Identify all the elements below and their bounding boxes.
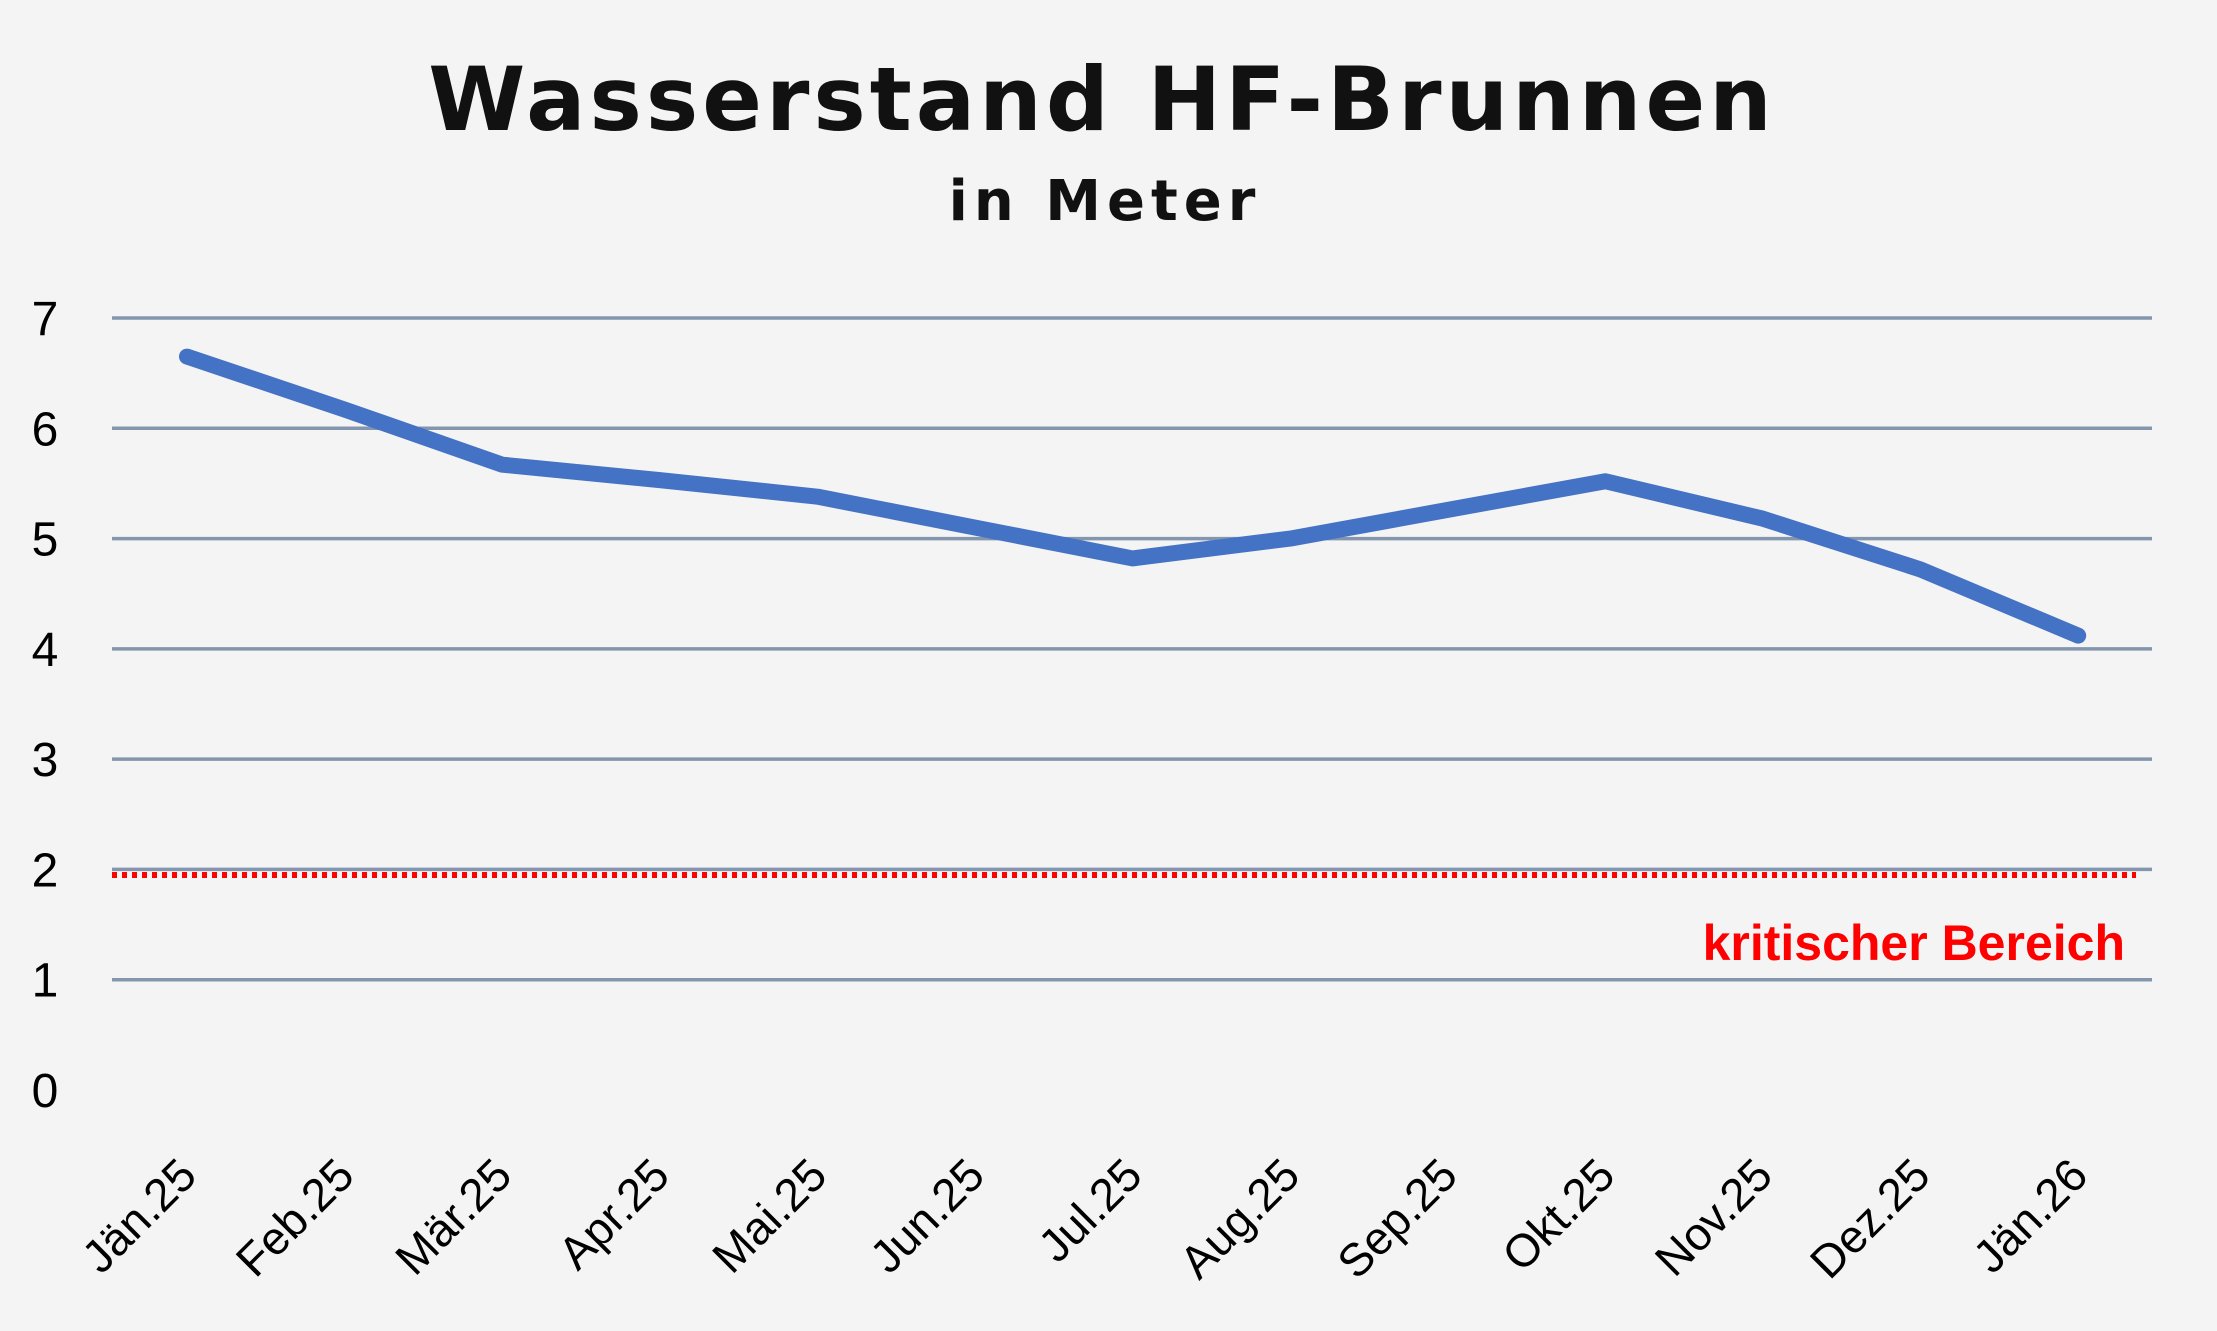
y-tick-label: 0 — [32, 1065, 59, 1118]
x-tick-label: Jän.26 — [1963, 1148, 2097, 1282]
x-tick-label: Mai.25 — [702, 1148, 836, 1282]
x-tick-label: Jul.25 — [1028, 1148, 1152, 1272]
series-line — [179, 348, 2087, 644]
chart-title: Wasserstand HF-Brunnen — [428, 48, 1776, 151]
y-axis-ticks: 0 1 2 3 4 5 6 7 — [32, 293, 59, 1118]
x-tick-label: Feb.25 — [226, 1148, 364, 1286]
x-tick-label: Jän.25 — [72, 1148, 206, 1282]
x-tick-label: Nov.25 — [1645, 1148, 1782, 1285]
y-tick-label: 6 — [32, 403, 59, 456]
threshold-group: kritischer Bereich — [112, 871, 2136, 971]
x-tick-label: Aug.25 — [1169, 1148, 1309, 1288]
y-tick-label: 2 — [32, 844, 59, 897]
x-axis-ticks: Jän.25 Feb.25 Mär.25 Apr.25 Mai.25 Jun.25 Jul.… — [72, 1148, 2098, 1288]
gridlines — [112, 316, 2152, 982]
y-tick-label: 1 — [32, 955, 59, 1008]
x-tick-label: Jun.25 — [860, 1148, 994, 1282]
x-tick-label: Sep.25 — [1327, 1148, 1467, 1288]
y-tick-label: 5 — [32, 514, 59, 567]
x-tick-label: Mär.25 — [385, 1148, 521, 1284]
y-tick-label: 4 — [32, 624, 59, 677]
series-group — [179, 348, 2087, 644]
x-tick-label: Okt.25 — [1492, 1148, 1625, 1281]
y-tick-label: 7 — [32, 293, 59, 346]
x-tick-label: Apr.25 — [548, 1148, 679, 1279]
x-tick-label: Dez.25 — [1800, 1148, 1940, 1288]
threshold-label: kritischer Bereich — [1703, 915, 2125, 971]
chart-subtitle: in Meter — [949, 169, 1262, 234]
y-tick-label: 3 — [32, 734, 59, 787]
